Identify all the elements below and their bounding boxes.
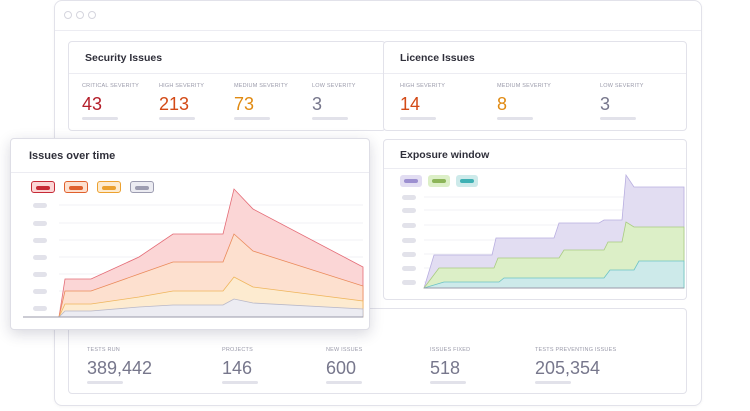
metric-label: ISSUES FIXED — [430, 347, 471, 353]
y-tick-placeholder — [402, 280, 416, 285]
metric-value: 43 — [82, 94, 103, 114]
stat-new-issues: NEW ISSUES 600 — [326, 347, 363, 384]
exposure-window-title: Exposure window — [400, 149, 490, 161]
y-tick-placeholder — [33, 221, 47, 226]
metric-label: MEDIUM SEVERITY — [497, 83, 552, 89]
metric-value: 146 — [222, 358, 253, 378]
legend-swatch — [102, 185, 116, 190]
window-titlebar — [55, 1, 701, 31]
legend-swatch — [432, 178, 446, 183]
y-tick-placeholder — [402, 223, 416, 228]
metric-label: NEW ISSUES — [326, 347, 363, 353]
security-medium-metric: MEDIUM SEVERITY 73 — [234, 83, 288, 120]
exposure-legend-green[interactable] — [428, 175, 450, 187]
metric-value: 600 — [326, 358, 357, 378]
metric-value: 73 — [234, 94, 255, 114]
metric-bar — [600, 117, 636, 120]
legend-swatch — [135, 185, 149, 190]
metric-value: 14 — [400, 94, 421, 114]
metric-bar — [400, 117, 436, 120]
metric-label: TESTS RUN — [87, 347, 120, 353]
area-series-2 — [423, 260, 685, 289]
browser-window: Security Issues CRITICAL SEVERITY 43 HIG… — [54, 0, 702, 406]
y-tick-placeholder — [402, 195, 416, 200]
exposure-chart — [402, 173, 685, 289]
exposure-window-panel: Exposure window — [383, 139, 687, 300]
security-issues-title: Security Issues — [85, 52, 163, 64]
y-tick-placeholder — [33, 203, 47, 208]
y-tick-placeholder — [33, 238, 47, 243]
metric-bar — [535, 381, 571, 384]
area-series-3 — [23, 298, 364, 318]
security-high-metric: HIGH SEVERITY 213 — [159, 83, 204, 120]
panel-divider — [384, 168, 686, 169]
exposure-legend-purple[interactable] — [400, 175, 422, 187]
panel-divider — [69, 73, 385, 74]
licence-issues-title: Licence Issues — [400, 52, 475, 64]
metric-label: HIGH SEVERITY — [400, 83, 446, 89]
metric-value: 3 — [600, 94, 611, 114]
security-issues-panel: Security Issues CRITICAL SEVERITY 43 HIG… — [68, 41, 386, 131]
issues-legend-low[interactable] — [130, 181, 154, 193]
metric-label: TESTS PREVENTING ISSUES — [535, 347, 617, 353]
metric-label: HIGH SEVERITY — [159, 83, 205, 89]
y-tick-placeholder — [33, 289, 47, 294]
metric-value: 389,442 — [87, 358, 153, 378]
metric-bar — [234, 117, 270, 120]
legend-swatch — [36, 185, 50, 190]
legend-swatch — [69, 185, 83, 190]
y-tick-placeholder — [33, 272, 47, 277]
stat-projects: PROJECTS 146 — [222, 347, 258, 384]
security-low-metric: LOW SEVERITY 3 — [312, 83, 356, 120]
metric-label: CRITICAL SEVERITY — [82, 83, 139, 89]
metric-bar — [430, 381, 466, 384]
y-tick-placeholder — [402, 208, 416, 213]
metric-bar — [312, 117, 348, 120]
y-tick-placeholder — [33, 255, 47, 260]
licence-issues-panel: Licence Issues HIGH SEVERITY 14 MEDIUM S… — [383, 41, 687, 131]
metric-bar — [326, 381, 362, 384]
issues-over-time-card: Issues over time — [10, 138, 370, 330]
window-minimize-dot[interactable] — [76, 11, 84, 19]
y-tick-placeholder — [33, 306, 47, 311]
panel-divider — [11, 172, 369, 173]
security-critical-metric: CRITICAL SEVERITY 43 — [82, 83, 139, 120]
y-tick-placeholder — [402, 266, 416, 271]
licence-high-metric: HIGH SEVERITY 14 — [400, 83, 445, 120]
issues-over-time-chart — [23, 188, 364, 318]
metric-label: MEDIUM SEVERITY — [234, 83, 289, 89]
exposure-legend-teal[interactable] — [456, 175, 478, 187]
y-tick-placeholder — [402, 252, 416, 257]
licence-medium-metric: MEDIUM SEVERITY 8 — [497, 83, 551, 120]
metric-label: LOW SEVERITY — [600, 83, 644, 89]
y-tick-placeholder — [402, 238, 416, 243]
issues-legend-medium[interactable] — [97, 181, 121, 193]
stat-tests-run: TESTS RUN 389,442 — [87, 347, 152, 384]
window-close-dot[interactable] — [64, 11, 72, 19]
metric-label: PROJECTS — [222, 347, 253, 353]
issues-legend-critical[interactable] — [31, 181, 55, 193]
panel-divider — [384, 73, 686, 74]
stat-issues-fixed: ISSUES FIXED 518 — [430, 347, 470, 384]
metric-label: LOW SEVERITY — [312, 83, 356, 89]
stat-tests-preventing: TESTS PREVENTING ISSUES 205,354 — [535, 347, 616, 384]
licence-low-metric: LOW SEVERITY 3 — [600, 83, 644, 120]
legend-swatch — [460, 178, 474, 183]
metric-bar — [87, 381, 123, 384]
metric-value: 518 — [430, 358, 461, 378]
issues-over-time-title: Issues over time — [29, 150, 116, 162]
metric-bar — [159, 117, 195, 120]
issues-legend-high[interactable] — [64, 181, 88, 193]
metric-bar — [222, 381, 258, 384]
metric-bar — [82, 117, 118, 120]
metric-value: 213 — [159, 94, 190, 114]
metric-value: 8 — [497, 94, 508, 114]
metric-value: 3 — [312, 94, 323, 114]
metric-value: 205,354 — [535, 358, 601, 378]
metric-bar — [497, 117, 533, 120]
legend-swatch — [404, 178, 418, 183]
window-maximize-dot[interactable] — [88, 11, 96, 19]
